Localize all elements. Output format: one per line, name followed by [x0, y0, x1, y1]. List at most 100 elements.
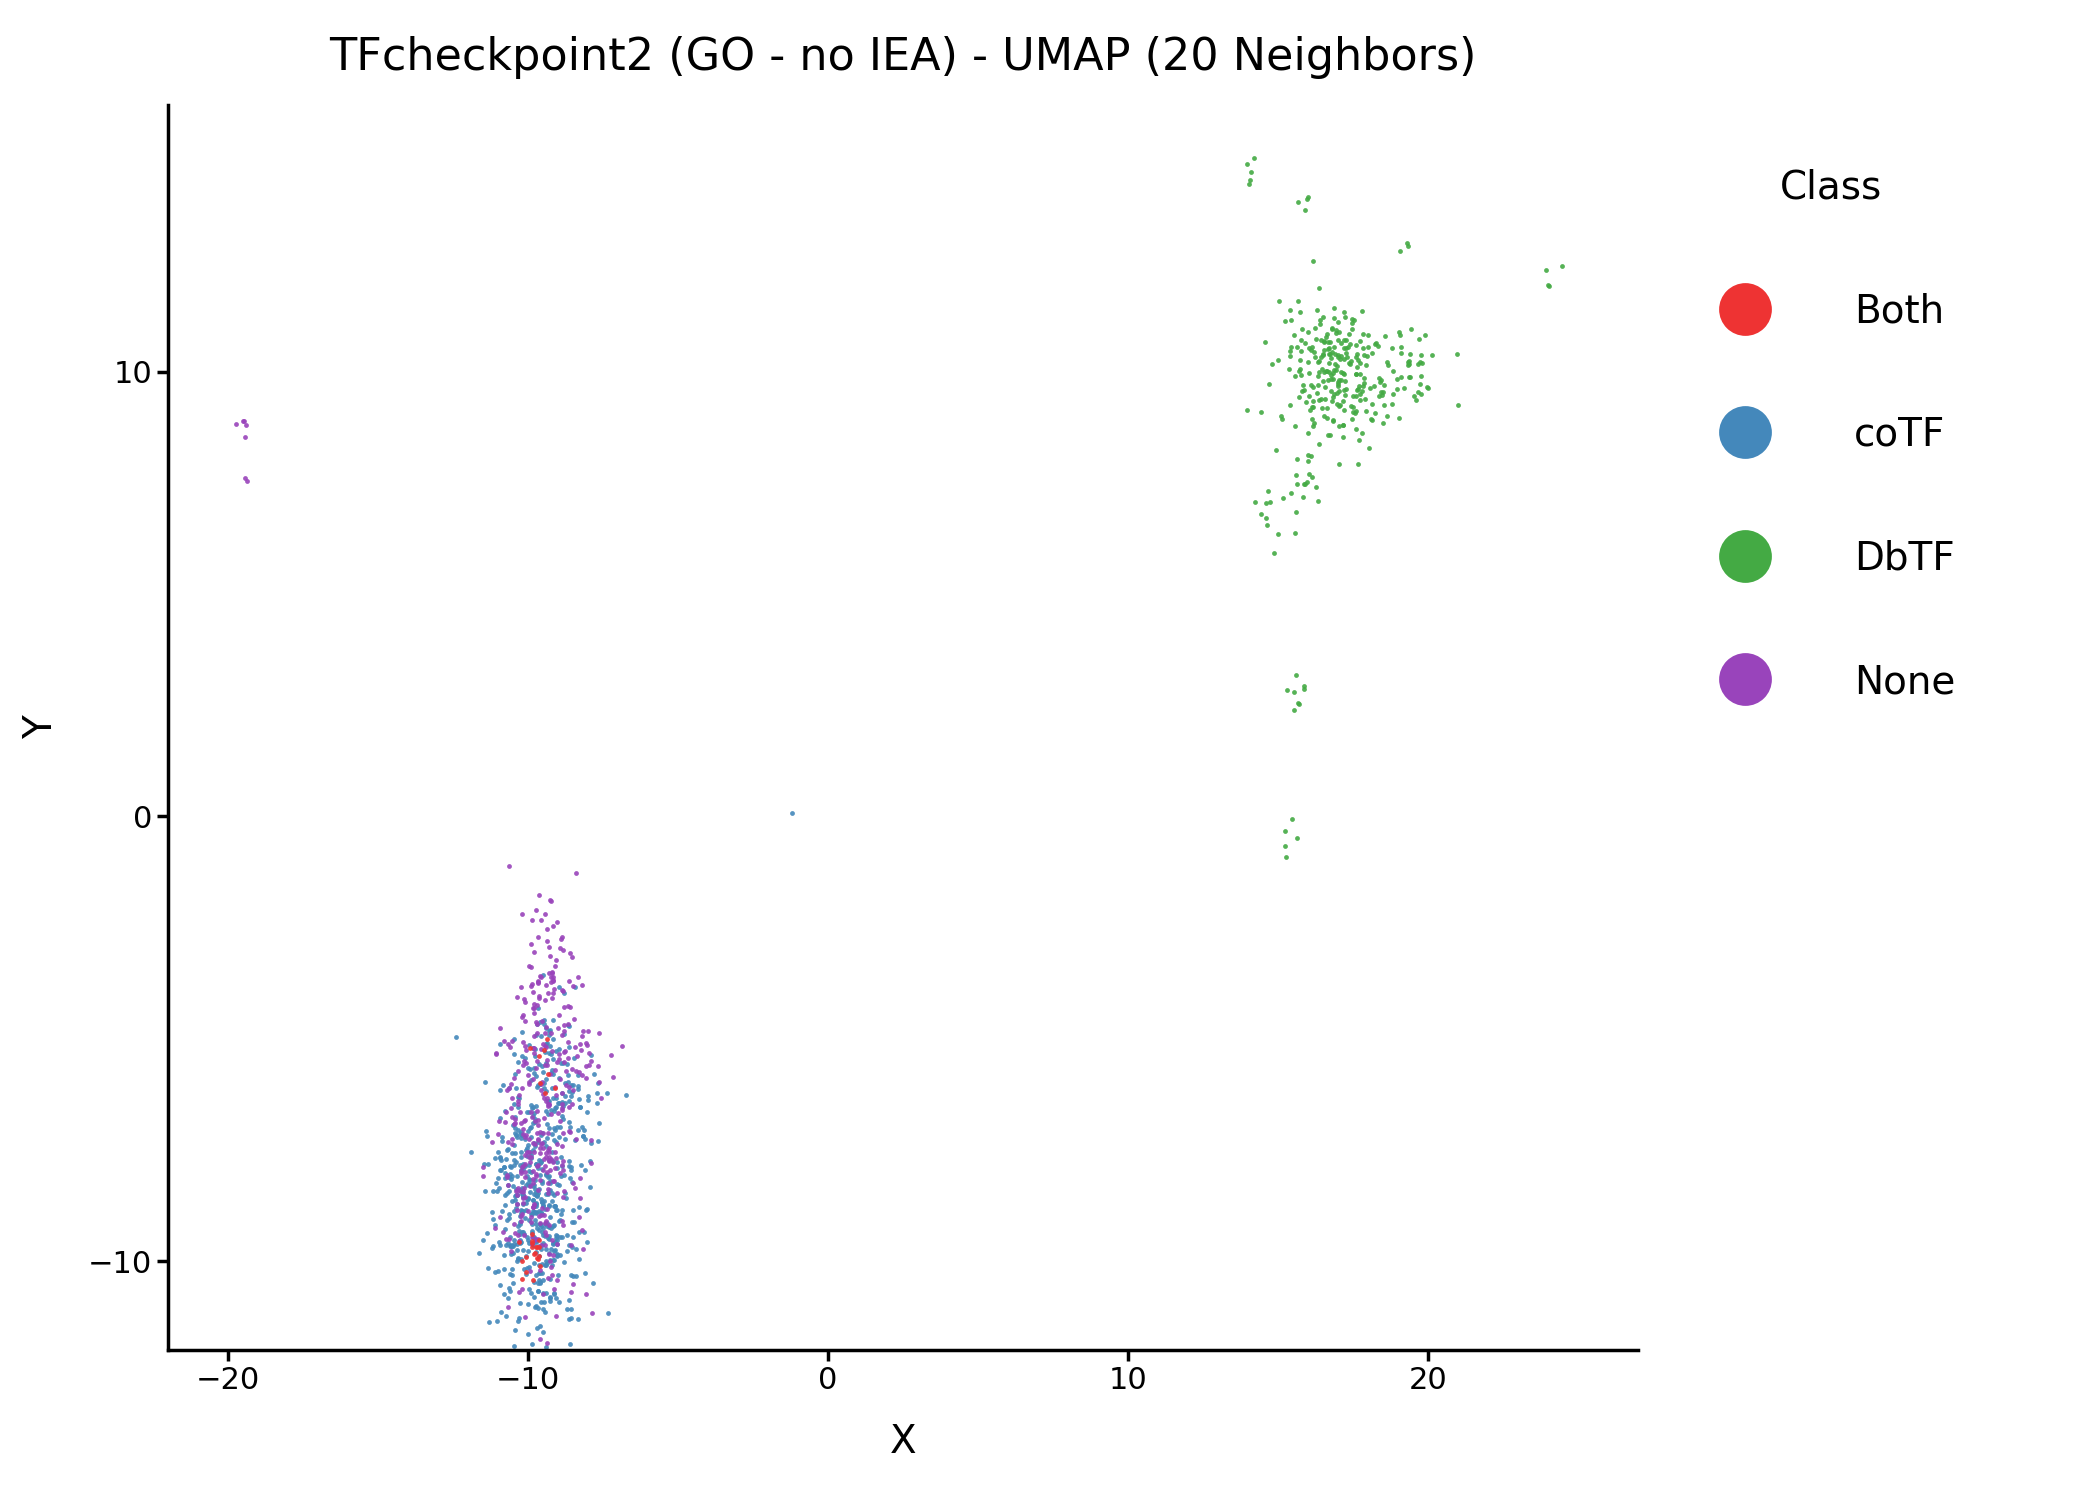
- Point: [514, 1204, 548, 1228]
- Point: [1340, 378, 1373, 402]
- Point: [1340, 399, 1373, 423]
- Point: [552, 1047, 586, 1071]
- Point: [519, 1212, 552, 1236]
- Point: [536, 1230, 569, 1254]
- Point: [1310, 396, 1344, 420]
- Point: [533, 1149, 567, 1173]
- Point: [538, 1076, 571, 1100]
- Point: [525, 1150, 559, 1174]
- Point: [496, 1155, 529, 1179]
- Point: [1384, 342, 1418, 366]
- Point: [542, 1125, 575, 1149]
- Point: [546, 980, 580, 1004]
- Point: [536, 1047, 569, 1071]
- Point: [504, 1044, 538, 1068]
- Point: [552, 1154, 586, 1178]
- Point: [552, 969, 586, 993]
- Point: [536, 1058, 569, 1082]
- Point: [1390, 231, 1424, 255]
- Point: [523, 1244, 556, 1268]
- Point: [521, 1216, 554, 1240]
- Point: [491, 1173, 525, 1197]
- Point: [538, 1100, 571, 1124]
- Point: [1310, 336, 1344, 360]
- Point: [229, 413, 262, 436]
- Point: [531, 1166, 565, 1190]
- Point: [514, 1096, 548, 1120]
- Point: [502, 1089, 536, 1113]
- Point: [510, 1186, 544, 1210]
- Point: [525, 1170, 559, 1194]
- Point: [1302, 489, 1336, 513]
- Point: [485, 1200, 519, 1224]
- Point: [605, 1034, 638, 1058]
- Point: [1321, 354, 1355, 378]
- Point: [525, 1036, 559, 1060]
- Point: [489, 1161, 523, 1185]
- Point: [529, 916, 563, 940]
- Point: [1292, 336, 1325, 360]
- Point: [1354, 340, 1388, 364]
- Point: [519, 898, 552, 922]
- Point: [523, 1162, 556, 1186]
- Point: [550, 1052, 584, 1076]
- Point: [523, 1252, 556, 1276]
- Point: [536, 964, 569, 988]
- Point: [491, 1162, 525, 1186]
- Point: [519, 1152, 552, 1176]
- Point: [514, 1258, 548, 1282]
- Point: [542, 1263, 575, 1287]
- Point: [542, 1161, 575, 1185]
- Point: [1323, 393, 1357, 417]
- Point: [546, 926, 580, 950]
- Point: [567, 1118, 601, 1142]
- Point: [504, 1202, 538, 1225]
- Point: [531, 1148, 565, 1172]
- Point: [508, 1143, 542, 1167]
- Point: [1352, 334, 1386, 358]
- Point: [483, 1077, 517, 1101]
- Point: [546, 1185, 580, 1209]
- Point: [487, 1155, 521, 1179]
- X-axis label: X: X: [890, 1422, 916, 1461]
- Point: [517, 1140, 550, 1164]
- Point: [502, 1050, 536, 1074]
- Point: [502, 1086, 536, 1110]
- Point: [506, 1116, 540, 1140]
- Point: [525, 1262, 559, 1286]
- Point: [491, 1032, 525, 1056]
- Point: [1302, 312, 1336, 336]
- Point: [487, 1257, 521, 1281]
- Point: [1317, 360, 1350, 384]
- Point: [504, 1204, 538, 1228]
- Point: [496, 1234, 529, 1258]
- Point: [536, 1263, 569, 1287]
- Point: [512, 1116, 546, 1140]
- Point: [540, 1198, 573, 1222]
- Point: [546, 938, 580, 962]
- Y-axis label: Y: Y: [21, 716, 61, 740]
- Point: [506, 1250, 540, 1274]
- Point: [521, 1048, 554, 1072]
- Point: [517, 1242, 550, 1266]
- Point: [500, 1182, 533, 1206]
- Point: [571, 1053, 605, 1077]
- Point: [596, 1065, 630, 1089]
- Point: [536, 1170, 569, 1194]
- Point: [1340, 362, 1373, 386]
- Point: [494, 853, 527, 877]
- Point: [559, 975, 592, 999]
- Point: [529, 1020, 563, 1044]
- Point: [544, 1242, 578, 1266]
- Point: [1319, 358, 1352, 382]
- Point: [517, 1095, 550, 1119]
- Point: [533, 960, 567, 984]
- Point: [529, 1209, 563, 1233]
- Point: [525, 1070, 559, 1094]
- Point: [1340, 354, 1373, 378]
- Point: [1405, 344, 1439, 368]
- Point: [521, 1178, 554, 1202]
- Point: [508, 1048, 542, 1072]
- Point: [559, 1035, 592, 1059]
- Point: [508, 1124, 542, 1148]
